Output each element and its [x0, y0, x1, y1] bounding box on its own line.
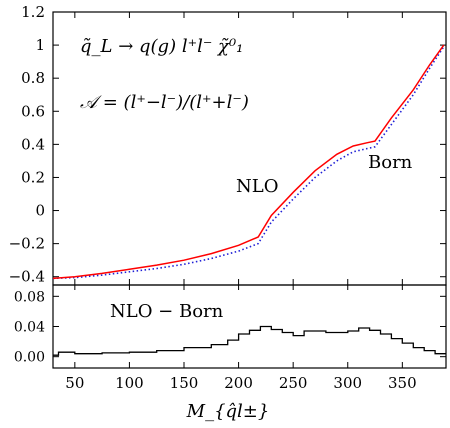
- nlo-series-line: [52, 44, 445, 280]
- top-y-tick-label: −0.4: [9, 268, 45, 286]
- x-axis-ticks: 50 100 150 200 250 300 350: [65, 12, 417, 392]
- x-tick-label: 100: [115, 374, 144, 392]
- top-y-tick-label: 0.4: [21, 135, 45, 153]
- x-tick-label: 150: [170, 374, 199, 392]
- bottom-panel-frame: [52, 284, 447, 369]
- x-tick-label: 50: [65, 374, 84, 392]
- x-tick-label: 200: [224, 374, 253, 392]
- nlo-series-label: NLO: [236, 176, 278, 197]
- x-tick-label: 250: [279, 374, 308, 392]
- top-y-tick-label: 1: [35, 36, 45, 54]
- difference-panel-title: NLO − Born: [110, 301, 224, 322]
- top-y-tick-label: 0.6: [21, 102, 45, 120]
- bottom-y-tick-label: 0.04: [14, 320, 45, 336]
- x-tick-label: 300: [333, 374, 362, 392]
- top-y-tick-label: 0: [35, 202, 45, 220]
- born-series-line: [52, 46, 445, 280]
- top-y-tick-label: 0.2: [21, 168, 45, 186]
- bottom-panel-series: [53, 325, 446, 356]
- top-y-tick-label: −0.2: [9, 235, 45, 253]
- bottom-y-axis-ticks: 0.08 0.04 0.00: [14, 289, 446, 366]
- x-tick-label: 350: [388, 374, 417, 392]
- born-series-label: Born: [368, 152, 413, 173]
- difference-step-line: [53, 325, 446, 356]
- bottom-y-tick-label: 0.00: [14, 350, 45, 366]
- asymmetry-formula-label: 𝒜 = (l⁺−l⁻)/(l⁺+l⁻): [80, 92, 249, 113]
- x-axis-label: M_{q̂l±}: [186, 401, 270, 422]
- bottom-y-tick-label: 0.08: [14, 289, 45, 305]
- top-y-tick-label: 1.2: [21, 3, 45, 21]
- process-label: q̃_L → q(g) l⁺l⁻ χ̃⁰₁: [80, 36, 243, 57]
- top-y-axis-ticks: 1.2 1 0.8 0.6 0.4 0.2 0 −0.2 −0.4: [9, 3, 446, 286]
- top-y-tick-label: 0.8: [21, 69, 45, 87]
- top-panel-series: [52, 44, 445, 280]
